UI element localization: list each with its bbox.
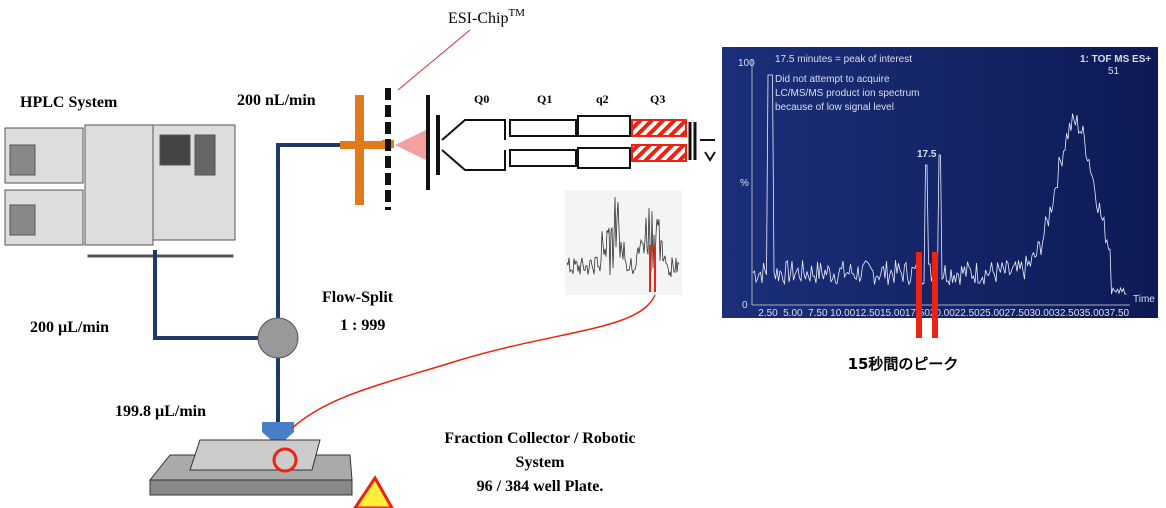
x-tick-label: 32.50 bbox=[1054, 308, 1079, 319]
split-ratio: 1 : 999 bbox=[340, 317, 385, 334]
spectrum-panel bbox=[722, 47, 1158, 318]
tube bbox=[153, 250, 258, 340]
flow-arrow bbox=[262, 422, 294, 440]
leader bbox=[397, 29, 471, 91]
flow-label: 200 µL/min bbox=[30, 319, 109, 336]
x-tick-label: 22.50 bbox=[955, 308, 980, 319]
x-tick-label: 37.50 bbox=[1104, 308, 1129, 319]
note: 17.5 minutes = peak of interest bbox=[775, 54, 912, 65]
x-tick-label: 7.50 bbox=[808, 308, 828, 319]
flow-label: 200 nL/min bbox=[237, 92, 316, 109]
spray bbox=[395, 128, 430, 162]
collector-label: Fraction Collector / Robotic bbox=[444, 430, 635, 447]
tube bbox=[276, 143, 358, 425]
quad-label: Q1 bbox=[537, 92, 552, 106]
quad-label: Q0 bbox=[474, 92, 489, 106]
x-tick-label: 20.00 bbox=[930, 308, 955, 319]
fraction-line bbox=[291, 294, 656, 429]
note: because of low signal level bbox=[775, 102, 894, 113]
x-tick-label: 27.50 bbox=[1004, 308, 1029, 319]
esi-text: ESI-Chip bbox=[448, 10, 508, 27]
small-spectrum bbox=[565, 190, 682, 295]
splitter bbox=[257, 317, 299, 359]
scan: 51 bbox=[1108, 66, 1120, 77]
mass-spec bbox=[426, 95, 716, 190]
x-tick-label: 12.50 bbox=[855, 308, 880, 319]
collector bbox=[148, 439, 394, 508]
y-label: 100 bbox=[738, 58, 755, 69]
hplc-label: HPLC System bbox=[20, 94, 118, 111]
esi-sup: TM bbox=[508, 7, 525, 19]
peak-note: 15秒間のピーク bbox=[848, 355, 959, 373]
y-label: 0 bbox=[742, 300, 748, 311]
peak-label: 17.5 bbox=[917, 149, 937, 160]
x-tick-label: 10.00 bbox=[830, 308, 855, 319]
note: LC/MS/MS product ion spectrum bbox=[775, 88, 920, 99]
spectrum-trace bbox=[752, 74, 1127, 295]
hplc-unit bbox=[4, 124, 236, 258]
x-tick-label: 15.00 bbox=[880, 308, 905, 319]
collector-label: 96 / 384 well Plate. bbox=[477, 478, 604, 495]
collector-label: System bbox=[516, 454, 566, 471]
x-tick-label: 25.00 bbox=[980, 308, 1005, 319]
x-tick-label: 5.00 bbox=[783, 308, 803, 319]
x-tick-label: 35.00 bbox=[1079, 308, 1104, 319]
quad-label: Q3 bbox=[650, 92, 665, 106]
peak-marker bbox=[916, 252, 922, 338]
note: Did not attempt to acquire bbox=[775, 74, 890, 85]
peak-marker bbox=[932, 252, 938, 338]
x-tick-label: 30.00 bbox=[1029, 308, 1054, 319]
x-tick-label: 2.50 bbox=[758, 308, 778, 319]
flow-split-label: Flow-Split bbox=[322, 289, 394, 306]
quad-label: q2 bbox=[596, 92, 609, 106]
x-title: Time bbox=[1133, 294, 1155, 305]
flow-label: 199.8 µL/min bbox=[115, 403, 206, 420]
instrument: 1: TOF MS ES+ bbox=[1080, 54, 1151, 65]
esi-label: ESI-ChipTM bbox=[448, 7, 525, 27]
y-label: % bbox=[740, 178, 749, 189]
